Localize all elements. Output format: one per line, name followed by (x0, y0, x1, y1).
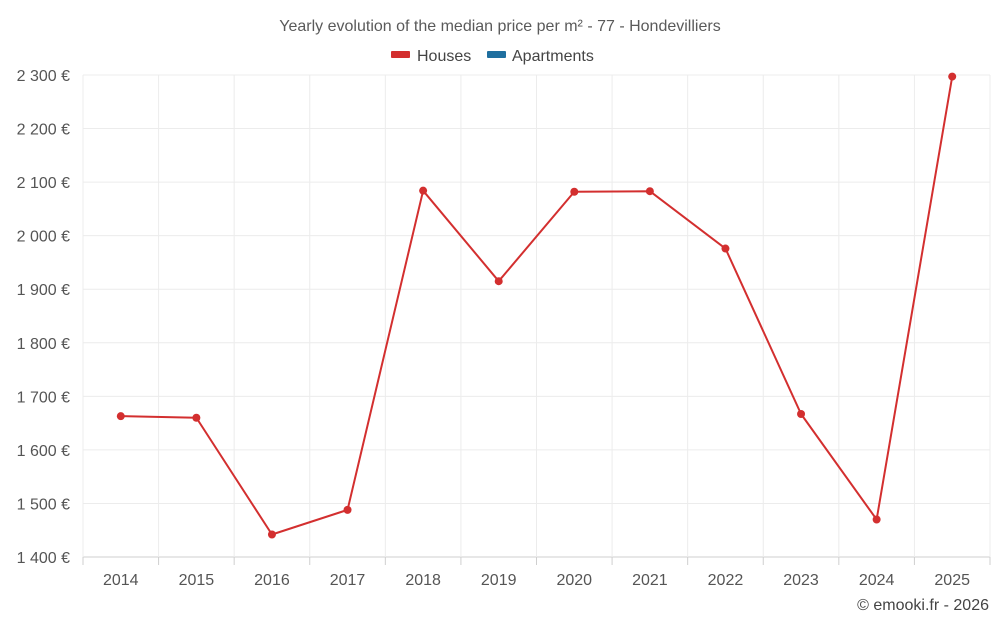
legend-swatch-apartments (487, 51, 506, 58)
data-point-houses[interactable] (570, 187, 579, 196)
data-point-houses[interactable] (343, 505, 352, 514)
data-point-houses[interactable] (267, 530, 276, 539)
data-point-houses[interactable] (419, 186, 428, 195)
data-point-houses[interactable] (721, 244, 730, 253)
y-tick-label: 1 700 € (17, 389, 70, 406)
data-point-houses[interactable] (645, 187, 654, 196)
x-tick-label: 2021 (632, 572, 668, 589)
legend: Houses Apartments (391, 48, 594, 65)
chart-title: Yearly evolution of the median price per… (279, 18, 720, 35)
series-line-houses (120, 76, 954, 536)
x-tick-label: 2016 (254, 572, 290, 589)
x-tick-label: 2022 (708, 572, 744, 589)
x-tick-label: 2017 (330, 572, 366, 589)
series-houses (116, 72, 957, 539)
data-point-houses[interactable] (872, 515, 881, 524)
data-point-houses[interactable] (494, 277, 503, 286)
x-tick-label: 2020 (556, 572, 592, 589)
legend-label-apartments: Apartments (512, 48, 594, 65)
x-tick-label: 2024 (859, 572, 895, 589)
y-tick-label: 1 600 € (17, 443, 70, 460)
grid (82, 74, 991, 565)
data-point-houses[interactable] (192, 413, 201, 422)
x-tick-label: 2018 (405, 572, 441, 589)
y-tick-label: 2 200 € (17, 122, 70, 139)
y-tick-label: 1 500 € (17, 496, 70, 513)
x-tick-label: 2025 (934, 572, 970, 589)
y-tick-label: 2 300 € (17, 68, 70, 85)
y-tick-label: 1 900 € (17, 282, 70, 299)
y-tick-label: 1 400 € (17, 550, 70, 567)
x-axis-ticks: 2014 2015 2016 2017 2018 2019 2020 2021 2022 2023… (103, 572, 970, 589)
y-tick-label: 2 100 € (17, 175, 70, 192)
legend-label-houses: Houses (417, 48, 471, 65)
credit-text: © emooki.fr - 2026 (857, 597, 989, 614)
y-tick-label: 1 800 € (17, 336, 70, 353)
x-tick-label: 2015 (179, 572, 215, 589)
x-tick-label: 2014 (103, 572, 139, 589)
data-point-houses[interactable] (948, 72, 957, 81)
y-tick-label: 2 000 € (17, 229, 70, 246)
y-axis-ticks: 1 400 € 1 500 € 1 600 € 1 700 € 1 800 € 1 900… (17, 68, 70, 567)
x-tick-label: 2019 (481, 572, 517, 589)
legend-swatch-houses (391, 51, 410, 58)
data-point-houses[interactable] (797, 410, 806, 419)
x-tick-label: 2023 (783, 572, 819, 589)
data-point-houses[interactable] (116, 412, 125, 421)
